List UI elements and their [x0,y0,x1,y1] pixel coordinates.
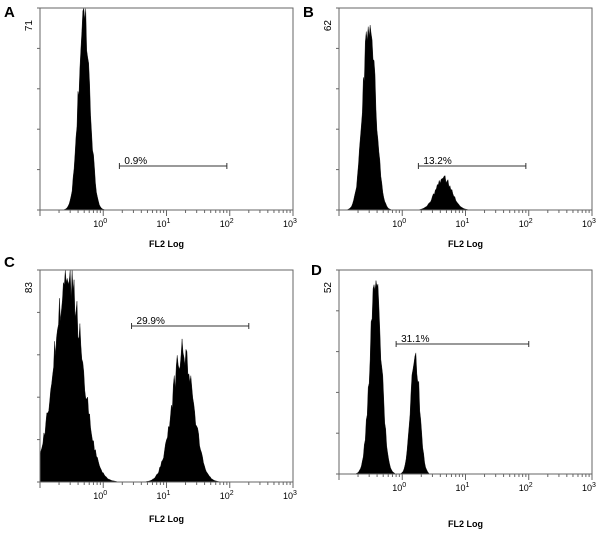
x-tick-label: 102 [519,482,533,493]
x-tick-label: 101 [157,218,171,229]
x-tick-label: 102 [220,490,234,501]
x-tick-exponent: 1 [167,490,171,497]
x-axis-label: FL2 Log [149,239,184,249]
x-tick-label: 100 [392,482,406,493]
x-tick-label: 103 [582,482,596,493]
x-tick-exponent: 2 [230,490,234,497]
panel-letter-b: B [303,4,314,21]
histogram-area [339,280,592,475]
histogram-area [39,269,293,483]
panel-letter-a: A [4,4,15,21]
panel-b: B 62 100 101 102 103 13.2% FL2 Log [299,0,598,262]
gate-percent-label: 13.2% [423,156,451,167]
x-tick-exponent: 3 [293,218,297,225]
x-tick-label: 100 [93,218,107,229]
y-max-tick-label: 62 [323,20,334,32]
histogram-area [40,7,293,211]
panel-d: D 52 100 101 102 103 31.1% FL2 Log [299,262,598,538]
x-tick-exponent: 3 [592,218,596,225]
x-tick-exponent: 3 [592,482,596,489]
x-tick-exponent: 1 [466,218,470,225]
x-axis-label: FL2 Log [149,514,184,524]
x-tick-label: 100 [392,218,406,229]
x-tick-exponent: 2 [230,218,234,225]
x-tick-exponent: 0 [402,218,406,225]
x-tick-label: 102 [220,218,234,229]
x-tick-label: 102 [519,218,533,229]
gate-percent-label: 0.9% [124,156,147,167]
gate-percent-label: 31.1% [401,334,429,345]
x-tick-label: 101 [456,218,470,229]
x-tick-exponent: 0 [402,482,406,489]
panel-a: A 71 100 101 102 103 0.9% FL2 Log [0,0,299,262]
x-tick-exponent: 2 [529,218,533,225]
x-axis-label: FL2 Log [448,239,483,249]
x-tick-label: 103 [283,490,297,501]
x-tick-exponent: 0 [103,218,107,225]
x-tick-label: 101 [157,490,171,501]
x-tick-exponent: 1 [466,482,470,489]
x-tick-label: 101 [456,482,470,493]
x-axis-label: FL2 Log [448,519,483,529]
y-max-tick-label: 83 [24,282,35,294]
panel-letter-d: D [311,262,322,279]
panel-letter-c: C [4,254,15,271]
y-max-tick-label: 52 [323,282,334,294]
x-tick-label: 103 [582,218,596,229]
x-tick-label: 103 [283,218,297,229]
x-tick-exponent: 2 [529,482,533,489]
y-max-tick-label: 71 [24,20,35,32]
x-tick-exponent: 1 [167,218,171,225]
x-tick-exponent: 3 [293,490,297,497]
x-tick-label: 100 [93,490,107,501]
gate-percent-label: 29.9% [137,316,165,327]
histogram-area [339,25,592,211]
x-tick-exponent: 0 [103,490,107,497]
panel-c: C 83 100 101 102 103 29.9% FL2 Log [0,254,299,538]
